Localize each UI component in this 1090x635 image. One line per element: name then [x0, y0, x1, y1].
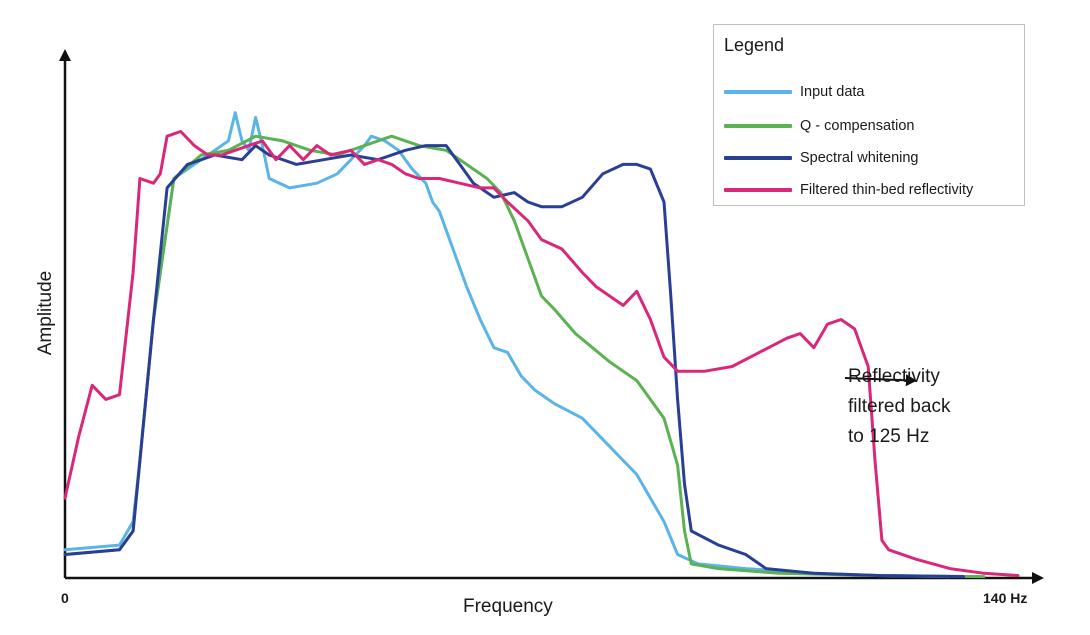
annotation-line-1: Reflectivity: [848, 366, 940, 387]
legend-swatch: [724, 188, 792, 192]
legend-item-spectral-whitening: Spectral whitening: [724, 148, 919, 168]
annotation-line-3: to 125 Hz: [848, 426, 930, 447]
legend-swatch: [724, 124, 792, 128]
legend-swatch: [724, 156, 792, 160]
legend-item-q-compensation: Q - compensation: [724, 116, 914, 136]
legend: Legend Input data Q - compensation Spect…: [713, 24, 1025, 206]
x-tick-label-start: 0: [61, 590, 69, 606]
legend-title: Legend: [724, 35, 785, 55]
legend-label: Q - compensation: [800, 118, 915, 134]
y-axis-title: Amplitude: [35, 270, 56, 356]
series-group: [63, 111, 1020, 579]
legend-item-filtered-thin-bed-reflectivity: Filtered thin-bed reflectivity: [724, 180, 973, 200]
annotation-line-2: filtered back: [848, 396, 951, 417]
legend-label: Filtered thin-bed reflectivity: [800, 182, 974, 198]
series-line-spectral-whitening: [63, 144, 965, 579]
annotation-arrow: [844, 374, 917, 387]
legend-label: Spectral whitening: [800, 150, 919, 166]
x-axis-title: Frequency: [463, 596, 553, 617]
series-line-filtered-thin-bed-reflectivity: [63, 130, 1020, 578]
x-tick-label-end: 140 Hz: [983, 590, 1028, 606]
legend-swatch: [724, 90, 792, 94]
legend-item-input-data: Input data: [724, 82, 865, 102]
series-line-input-data: [63, 111, 952, 579]
legend-label: Input data: [800, 84, 865, 100]
